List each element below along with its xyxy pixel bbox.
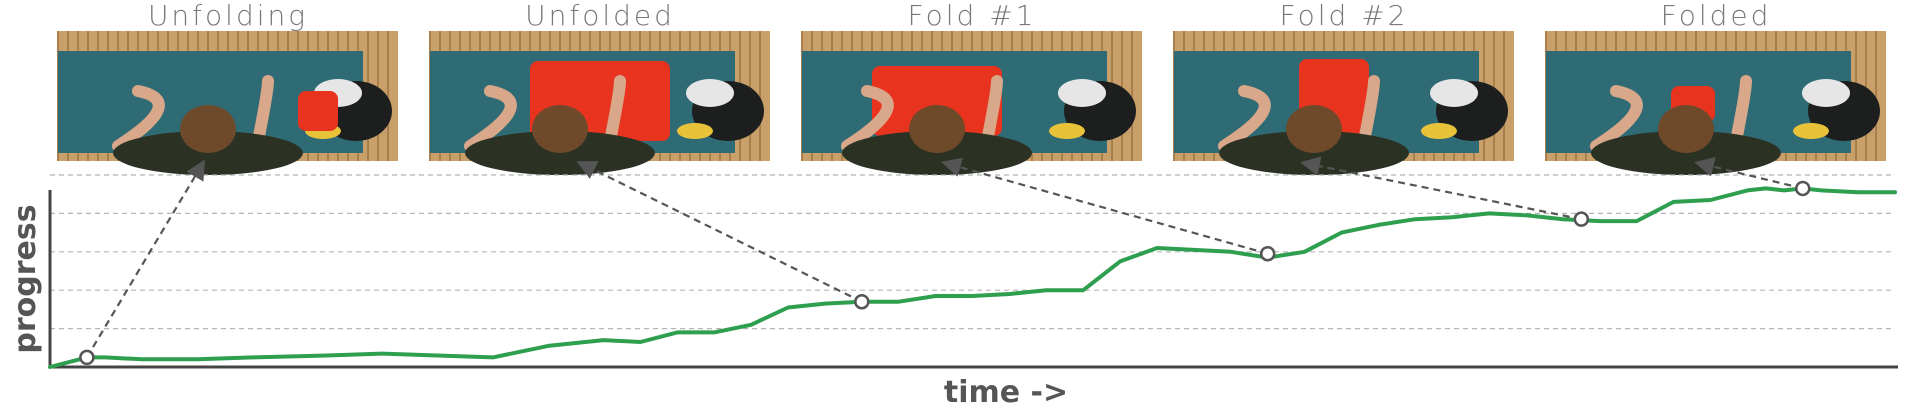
- frame-marker: [79, 349, 95, 366]
- frame-4: Folded: [1545, 0, 1886, 175]
- frame-marker: [1259, 245, 1276, 262]
- frame-image: [1545, 31, 1886, 175]
- frame-arrow: [576, 161, 863, 303]
- video-frames: Unfolding Unfolded Fold #1 Fold #2 Folded: [57, 0, 1886, 175]
- frame-title: Fold #2: [1280, 0, 1409, 32]
- frame-marker: [854, 293, 870, 310]
- frame-arrow: [941, 157, 1268, 255]
- series-line-0: [48, 186, 1897, 369]
- frame-arrow: [1694, 157, 1804, 190]
- frame-image: [1173, 31, 1514, 175]
- frame-image: [429, 31, 770, 175]
- axes: [48, 190, 1898, 369]
- series-layer: [48, 186, 1897, 369]
- frame-marker: [1795, 180, 1811, 197]
- frame-arrow: [85, 159, 206, 358]
- frame-arrows: [85, 156, 1804, 358]
- x-axis-label: time ->: [944, 375, 1068, 410]
- frame-title: Unfolding: [148, 0, 308, 32]
- frame-2: Fold #1: [801, 0, 1142, 175]
- frame-markers: [79, 180, 1811, 366]
- frame-1: Unfolded: [429, 0, 770, 175]
- frame-image: [57, 31, 398, 175]
- grid-lines: [50, 174, 1895, 330]
- frame-3: Fold #2: [1173, 0, 1514, 175]
- frame-marker: [1573, 211, 1590, 227]
- frame-image: [801, 31, 1142, 175]
- frame-title: Unfolded: [525, 0, 675, 32]
- frame-title: Folded: [1661, 0, 1772, 32]
- frame-arrow: [1300, 156, 1582, 221]
- y-axis-label: progress: [8, 204, 43, 353]
- frame-0: Unfolding: [57, 0, 398, 175]
- frame-title: Fold #1: [908, 0, 1037, 32]
